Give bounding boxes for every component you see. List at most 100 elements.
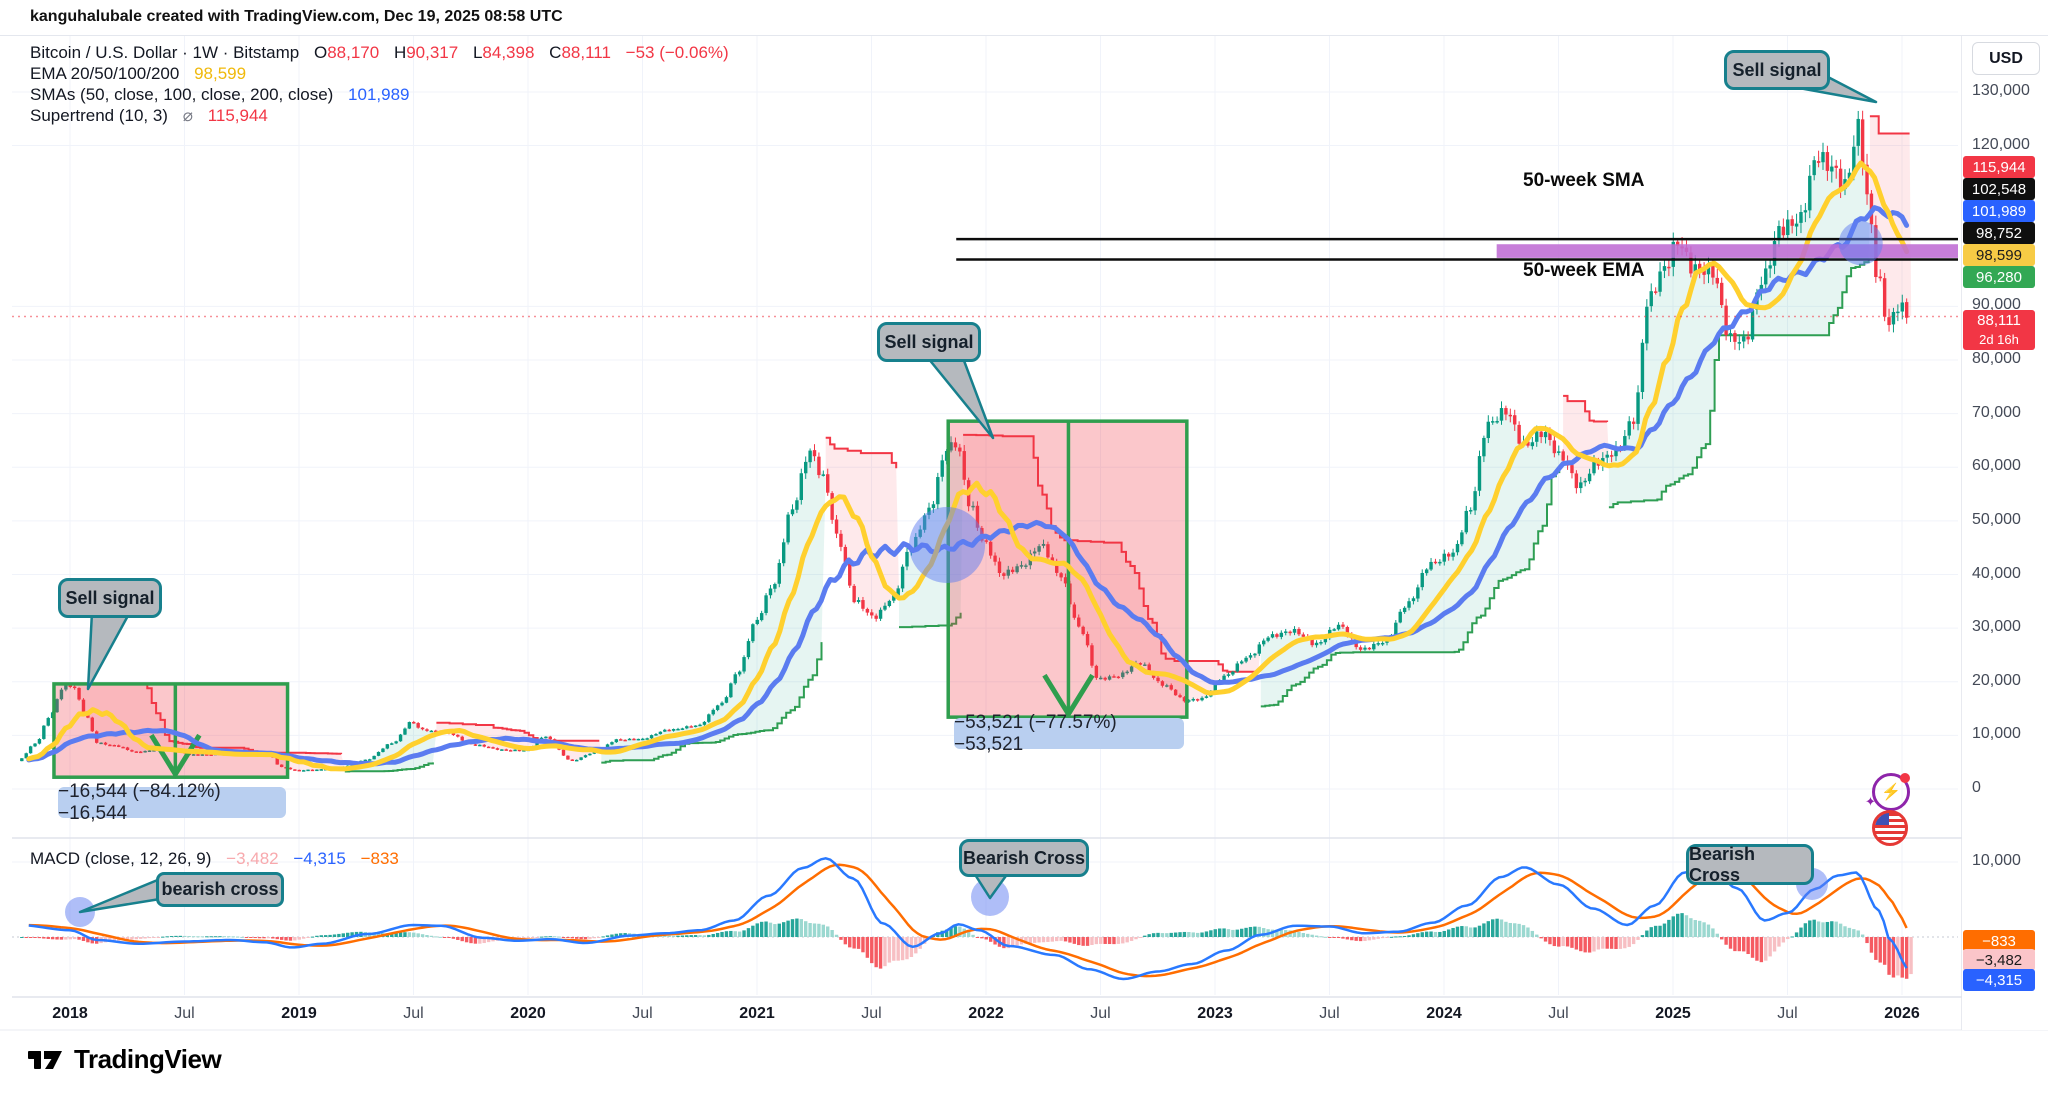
sell-signal-callout-mid[interactable]: Sell signal [877,322,981,362]
price-badge: 96,280 [1963,266,2035,288]
tradingview-logo[interactable]: TradingView [28,1044,222,1075]
x-axis-label: Jul [1090,1005,1111,1022]
supertrend-value: 115,944 [207,106,268,125]
x-axis-label: 2020 [510,1005,546,1022]
ema-label: EMA 20/50/100/200 [30,64,180,83]
low-label: L [472,43,483,62]
attribution-text: kanguhalubale created with TradingView.c… [30,8,563,25]
time-axis[interactable]: 2018 Jul 2019 Jul 2020 Jul 2021 Jul 2022 Jul 2023 J… [0,997,1960,1030]
price-tick-label: 10,000 [1972,725,2021,743]
price-badge: 98,752 [1963,222,2035,244]
x-axis-label: Jul [174,1005,195,1022]
measure-label-mid[interactable]: −53,521 (−77.57%) −53,521 [954,712,1184,755]
macd-line-value: −4,315 [293,849,346,868]
price-tick-label: 120,000 [1972,135,2030,153]
price-tick-label: 60,000 [1972,457,2021,475]
price-scale[interactable]: 130,000 120,000 90,000 80,000 70,000 60,000 50… [1962,36,2048,1030]
measure-label-left-text: −16,544 (−84.12%) −16,544 [58,780,221,824]
bearish-cross-callout-mid-text: Bearish Cross [962,847,1086,868]
sma-50w-label[interactable]: 50-week SMA [1523,170,1645,191]
x-axis-label: Jul [632,1005,653,1022]
price-tick-label: 40,000 [1972,564,2021,582]
diameter-icon: ⌀ [182,106,193,125]
close-value: 88,111 [561,43,611,62]
price-tick-label: 70,000 [1972,403,2021,421]
sma-legend-row[interactable]: SMAs (50, close, 100, close, 200, close)… [30,84,729,105]
bearish-cross-callout-left[interactable]: bearish cross [156,872,284,907]
price-tick-label: 10,000 [1972,852,2021,869]
tradingview-logo-text: TradingView [74,1044,222,1074]
ema-legend-row[interactable]: EMA 20/50/100/200 98,599 [30,63,729,84]
bearish-cross-callout-left-text: bearish cross [161,879,279,899]
sparkle-icon: ✦ [1865,794,1876,809]
macd-signal-value: −833 [360,849,399,868]
x-axis-label: Jul [861,1005,882,1022]
sma-value: 101,989 [348,85,410,104]
price-tick-label: 130,000 [1972,81,2030,99]
current-price-badge: 88,111 2d 16h [1963,310,2035,350]
x-axis-label: 2019 [281,1005,317,1022]
sell-signal-callout-right[interactable]: Sell signal [1724,50,1830,90]
x-axis-label: 2022 [968,1005,1004,1022]
high-label: H [393,43,407,62]
ai-event-icon[interactable]: ⚡ ✦ [1865,773,1910,811]
open-label: O [313,43,328,62]
measure-label-left[interactable]: −16,544 (−84.12%) −16,544 [58,781,286,824]
x-axis-label: Jul [1548,1005,1569,1022]
lightning-icon: ⚡ [1881,784,1901,801]
x-axis-label: 2018 [52,1005,88,1022]
notification-dot [1900,773,1910,783]
macd-value-badge: −4,315 [1963,969,2035,991]
price-tick-label: 90,000 [1972,296,2021,314]
flag-union [1875,813,1889,825]
x-axis-label: 2025 [1655,1005,1691,1022]
x-axis-label: 2021 [739,1005,775,1022]
price-tick-label: 0 [1972,779,1981,796]
sell-signal-callout-left-text: Sell signal [65,587,155,608]
price-badge: 98,599 [1963,244,2035,266]
bearish-cross-callout-right-text: Bearish Cross [1689,843,1756,885]
price-tick-label: 50,000 [1972,510,2021,528]
supertrend-label: Supertrend (10, 3) [30,106,168,125]
chart-canvas[interactable] [0,0,2048,1040]
currency-button[interactable]: USD [1972,42,2040,75]
price-tick-label: 30,000 [1972,618,2021,636]
price-badge: 115,944 [1963,156,2035,178]
measure-label-mid-text: −53,521 (−77.57%) −53,521 [954,711,1117,755]
us-economic-event-icon[interactable] [1872,810,1908,846]
x-axis-label: 2023 [1197,1005,1233,1022]
x-axis-label: Jul [403,1005,424,1022]
macd-hist-value: −3,482 [226,849,279,868]
ema-50w-label[interactable]: 50-week EMA [1523,260,1645,281]
price-badge: 101,989 [1963,200,2035,222]
symbol-title: Bitcoin / U.S. Dollar · 1W · Bitstamp [30,43,300,62]
price-badge: 102,548 [1963,178,2035,200]
price-tick-label: 20,000 [1972,671,2021,689]
price-tick-label: 80,000 [1972,350,2021,368]
macd-legend-row[interactable]: MACD (close, 12, 26, 9) −3,482 −4,315 −8… [30,849,399,869]
bearish-cross-callout-right[interactable]: Bearish Cross [1686,844,1814,885]
bearish-cross-callout-mid[interactable]: Bearish Cross [959,839,1089,877]
legend-block: Bitcoin / U.S. Dollar · 1W · Bitstamp O8… [30,42,729,126]
x-axis-label: 2024 [1426,1005,1462,1022]
open-value: 88,170 [327,43,380,62]
tradingview-logo-icon [28,1050,62,1069]
x-axis-label: Jul [1777,1005,1798,1022]
supertrend-legend-row[interactable]: Supertrend (10, 3) ⌀ 115,944 [30,105,729,126]
sell-signal-callout-right-text: Sell signal [1732,59,1822,80]
sell-signal-callout-mid-text: Sell signal [884,331,974,352]
ema-value: 98,599 [194,64,247,83]
high-value: 90,317 [406,43,459,62]
sell-signal-callout-left[interactable]: Sell signal [58,578,162,618]
change-value: −53 (−0.06%) [625,43,729,62]
x-axis-label: 2026 [1884,1005,1920,1022]
macd-value-badge: −833 [1963,930,2035,952]
close-label: C [549,43,562,62]
macd-value-badge: −3,482 [1963,949,2035,971]
macd-label: MACD (close, 12, 26, 9) [30,849,212,868]
low-value: 84,398 [482,43,535,62]
x-axis-label: Jul [1319,1005,1340,1022]
symbol-legend-row[interactable]: Bitcoin / U.S. Dollar · 1W · Bitstamp O8… [30,42,729,63]
sma-label: SMAs (50, close, 100, close, 200, close) [30,85,334,104]
